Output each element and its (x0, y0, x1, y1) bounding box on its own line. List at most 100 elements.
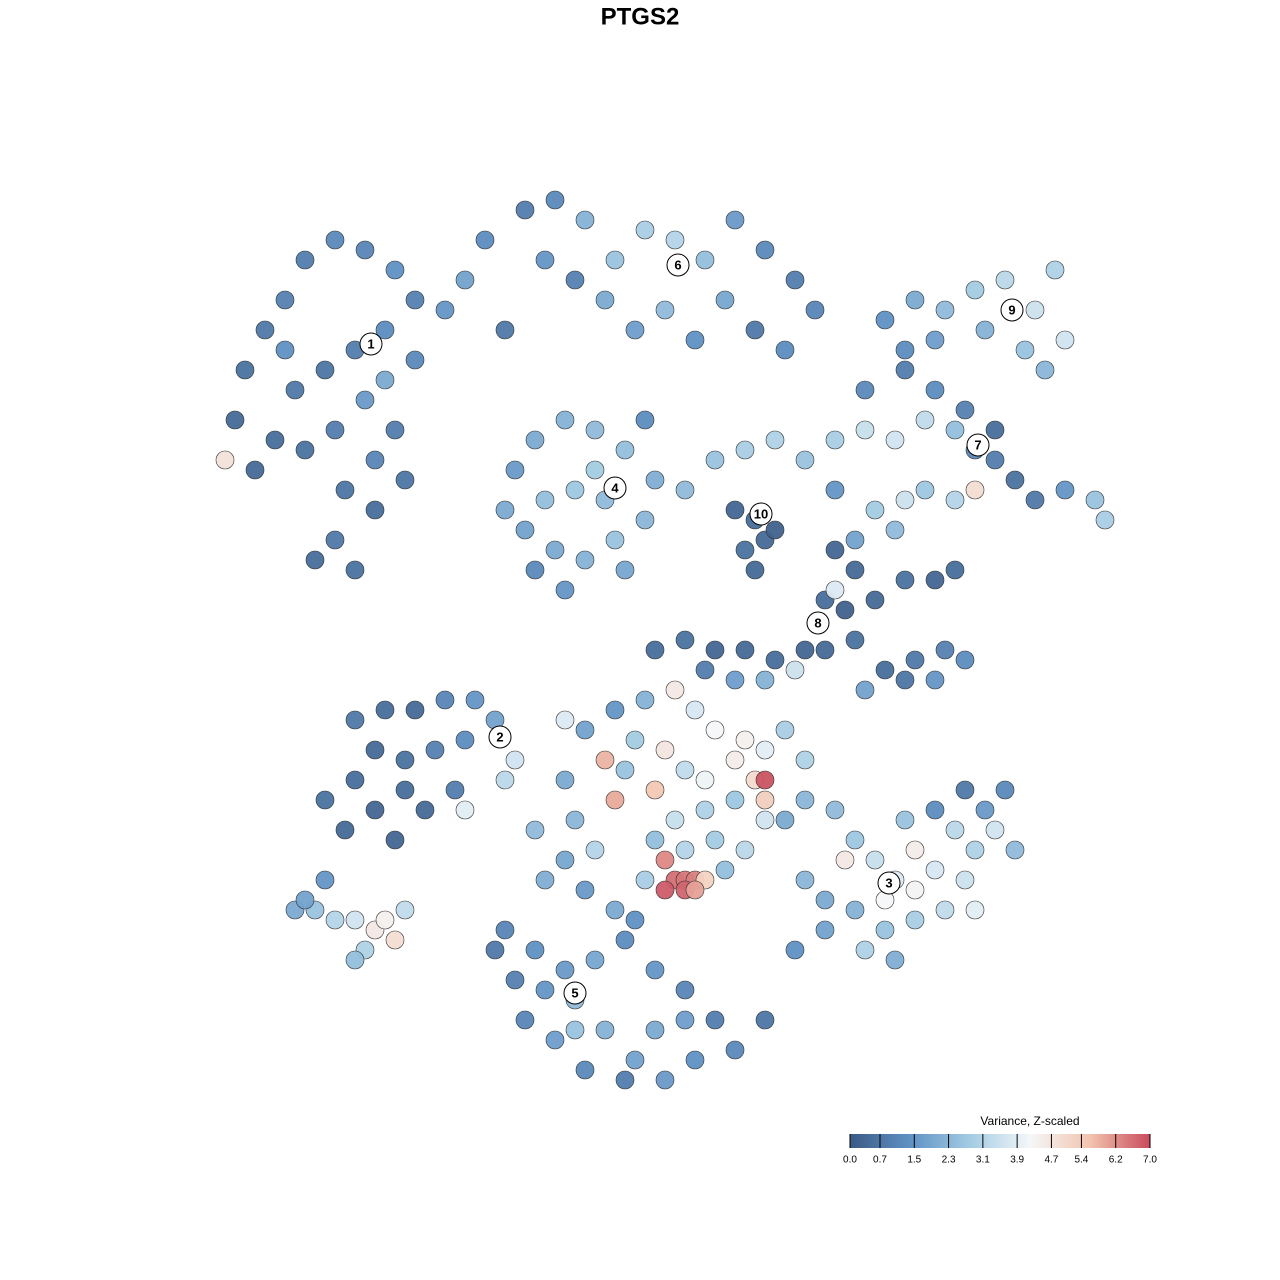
point (825, 580, 845, 600)
point (275, 290, 295, 310)
point (1005, 840, 1025, 860)
point (345, 560, 365, 580)
point (645, 640, 665, 660)
point (1025, 490, 1045, 510)
point (615, 1070, 635, 1090)
point (325, 230, 345, 250)
point (935, 300, 955, 320)
point (845, 530, 865, 550)
point (515, 520, 535, 540)
point (675, 1010, 695, 1030)
point (575, 880, 595, 900)
point (1005, 470, 1025, 490)
cluster-label: 5 (571, 985, 578, 1000)
point (815, 890, 835, 910)
point (785, 940, 805, 960)
point (905, 290, 925, 310)
point (565, 1020, 585, 1040)
point (615, 760, 635, 780)
point (905, 880, 925, 900)
point (645, 780, 665, 800)
cluster-marker (666, 253, 690, 277)
point (655, 1070, 675, 1090)
point (555, 710, 575, 730)
point (855, 680, 875, 700)
point (725, 500, 745, 520)
point (345, 910, 365, 930)
point (685, 330, 705, 350)
point (495, 920, 515, 940)
point (925, 380, 945, 400)
point (355, 390, 375, 410)
colorbar: Variance, Z-scaled 0.0 0.7 1.5 2.3 3.1 3.9 4.7… (843, 1114, 1157, 1165)
point (695, 800, 715, 820)
colorbar-gradient (850, 1134, 1150, 1148)
point (925, 800, 945, 820)
point (425, 740, 445, 760)
point (755, 240, 775, 260)
point (295, 250, 315, 270)
point (675, 980, 695, 1000)
point (855, 420, 875, 440)
point (735, 840, 755, 860)
point (945, 420, 965, 440)
point (675, 760, 695, 780)
cluster-marker (563, 981, 587, 1005)
colorbar-tick-label: 5.4 (1074, 1155, 1088, 1166)
point (525, 560, 545, 580)
point (325, 910, 345, 930)
point (225, 410, 245, 430)
point (785, 660, 805, 680)
point (645, 830, 665, 850)
point (375, 700, 395, 720)
point (965, 840, 985, 860)
point (325, 420, 345, 440)
cluster-marker (806, 611, 830, 635)
chart-title: PTGS2 (601, 3, 680, 30)
point (765, 520, 785, 540)
point (245, 460, 265, 480)
point (495, 320, 515, 340)
point (525, 820, 545, 840)
point (435, 300, 455, 320)
point (585, 840, 605, 860)
point (655, 300, 675, 320)
point (705, 1010, 725, 1030)
point (215, 450, 235, 470)
point (725, 790, 745, 810)
point (585, 950, 605, 970)
point (565, 810, 585, 830)
point (775, 340, 795, 360)
point (1015, 340, 1035, 360)
colorbar-tick-label: 7.0 (1143, 1155, 1157, 1166)
point (365, 740, 385, 760)
point (345, 710, 365, 730)
point (465, 690, 485, 710)
colorbar-tick-label: 6.2 (1109, 1155, 1123, 1166)
point (1045, 260, 1065, 280)
point (765, 650, 785, 670)
point (385, 830, 405, 850)
point (495, 500, 515, 520)
point (375, 320, 395, 340)
cluster-labels: 1 2 3 4 5 6 7 8 9 10 (359, 253, 1024, 1005)
point (515, 200, 535, 220)
point (775, 720, 795, 740)
point (795, 450, 815, 470)
point (775, 810, 795, 830)
point (1055, 480, 1075, 500)
point (795, 870, 815, 890)
point (395, 780, 415, 800)
point (615, 440, 635, 460)
point (705, 720, 725, 740)
cluster-marker (749, 502, 773, 526)
cluster-label: 1 (367, 336, 374, 351)
point (945, 820, 965, 840)
point (905, 840, 925, 860)
cluster-marker (488, 725, 512, 749)
point (595, 1020, 615, 1040)
point (955, 400, 975, 420)
point (515, 1010, 535, 1030)
point (535, 870, 555, 890)
